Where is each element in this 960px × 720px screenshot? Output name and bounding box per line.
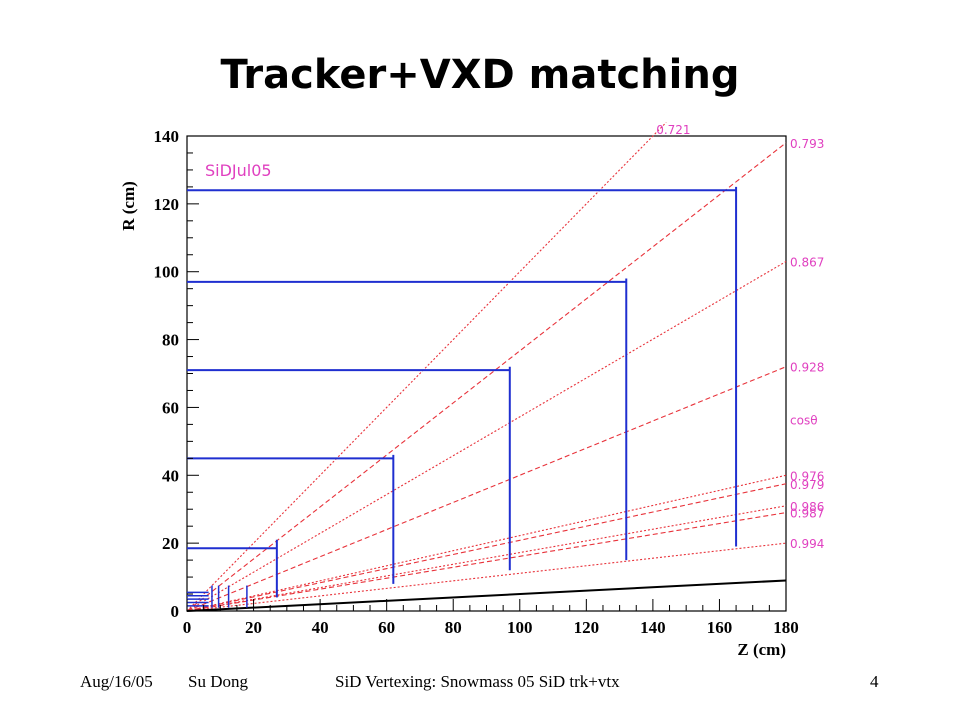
cos-theta-line <box>186 505 787 612</box>
y-tick-label: 120 <box>154 195 180 214</box>
axes: 0 20 40 60 80 100 120 140 160 180 0 20 40 60 80 100 120 1… <box>154 127 799 637</box>
cos-theta-line <box>186 122 667 612</box>
cos-theta-line <box>186 366 787 612</box>
cos-theta-line <box>186 483 787 612</box>
x-tick-label: 80 <box>445 618 462 637</box>
cos-theta-axis-label: cosθ <box>790 413 818 427</box>
x-tick-label: 20 <box>245 618 262 637</box>
footer-author: Su Dong <box>188 672 248 691</box>
x-tick-label: 160 <box>707 618 733 637</box>
y-tick-label: 140 <box>154 127 180 146</box>
cos-theta-value-label: 0.986 <box>790 500 824 514</box>
y-tick-label: 20 <box>162 534 179 553</box>
cos-theta-line <box>186 142 787 612</box>
y-tick-label: 80 <box>162 331 179 350</box>
cos-theta-value-label: 0.976 <box>790 469 824 483</box>
cos-theta-line <box>186 512 787 612</box>
footer-date: Aug/16/05 <box>80 672 153 691</box>
y-tick-label: 100 <box>154 263 180 282</box>
footer-page-number: 4 <box>870 672 879 691</box>
cos-theta-value-label: 0.867 <box>790 256 824 270</box>
x-tick-label: 0 <box>183 618 192 637</box>
y-axis-label: R (cm) <box>119 181 138 231</box>
config-annotation: SiDJul05 <box>205 161 272 180</box>
y-tick-label: 0 <box>171 602 180 621</box>
slide-title: Tracker+VXD matching <box>220 52 740 98</box>
x-tick-label: 40 <box>312 618 329 637</box>
x-tick-label: 140 <box>640 618 666 637</box>
cos-theta-line <box>186 261 787 612</box>
cos-theta-value-label: 0.793 <box>790 137 824 151</box>
y-tick-label: 40 <box>162 466 179 485</box>
y-tick-label: 60 <box>162 398 179 417</box>
footer-talk: SiD Vertexing: Snowmass 05 SiD trk+vtx <box>335 672 620 691</box>
x-tick-label: 100 <box>507 618 533 637</box>
cos-theta-value-label: 0.994 <box>790 537 824 551</box>
cos-theta-value-label: 0.987 <box>790 507 824 521</box>
x-axis-label: Z (cm) <box>737 640 786 659</box>
cos-theta-lines <box>186 122 787 612</box>
cos-theta-value-label: 0.928 <box>790 361 824 375</box>
x-tick-label: 180 <box>773 618 799 637</box>
cos-theta-line <box>186 542 787 612</box>
cos-theta-value-label: 0.721 <box>656 123 690 137</box>
x-tick-label: 120 <box>574 618 600 637</box>
cos-theta-value-label: 0.979 <box>790 478 824 492</box>
x-tick-label: 60 <box>378 618 395 637</box>
